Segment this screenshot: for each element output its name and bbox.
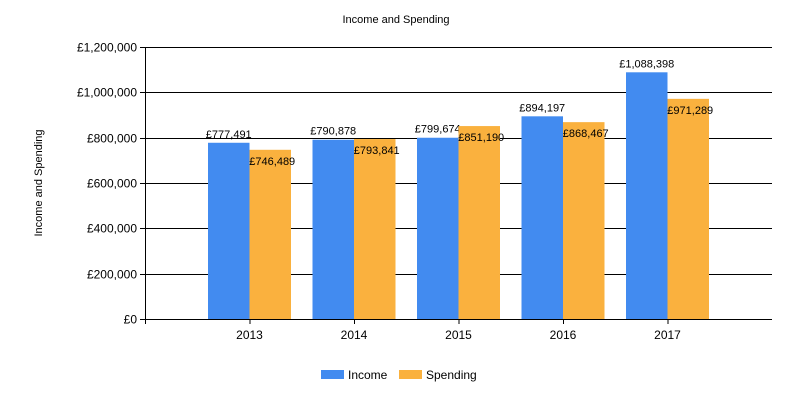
x-tick-label: 2015 (445, 328, 472, 342)
data-label-spending: £868,467 (563, 128, 609, 140)
data-label-income: £777,491 (206, 129, 252, 141)
x-tick-label: 2014 (341, 328, 368, 342)
data-label-spending: £746,489 (249, 156, 295, 168)
y-tick-label: £400,000 (87, 222, 137, 236)
bar-income (417, 137, 459, 319)
data-label-spending: £793,841 (354, 145, 400, 157)
data-label-income: £894,197 (519, 102, 565, 114)
bar-income (521, 116, 563, 320)
data-label-income: £799,674 (415, 124, 461, 136)
bar-spending (458, 126, 500, 319)
x-tick-label: 2016 (550, 328, 577, 342)
x-tick-label: 2013 (236, 328, 263, 342)
bar-income (312, 139, 354, 319)
y-tick-label: £200,000 (87, 268, 137, 282)
y-axis-title: Income and Spending (33, 129, 45, 236)
legend-label-income: Income (348, 368, 388, 382)
x-tick-label: 2017 (654, 328, 681, 342)
legend-swatch-spending (399, 370, 422, 379)
bar-income (208, 142, 250, 319)
y-tick-label: £800,000 (87, 132, 137, 146)
bar-spending (563, 122, 605, 319)
legend-swatch-income (321, 370, 344, 379)
plot-area: £0 £200,000 £400,000 £600,000 £800,000 £1,000… (77, 41, 772, 342)
y-tick-label: £0 (124, 313, 138, 327)
bar-spending (249, 149, 291, 319)
data-label-income: £1,088,398 (619, 58, 674, 70)
legend-label-spending: Spending (426, 368, 477, 382)
data-label-spending: £971,289 (667, 105, 713, 117)
data-label-spending: £851,190 (458, 132, 504, 144)
y-tick-label: £1,000,000 (77, 86, 137, 100)
legend: Income Spending (321, 368, 477, 382)
data-label-income: £790,878 (310, 126, 356, 138)
bar-spending (667, 98, 709, 320)
y-tick-label: £600,000 (87, 177, 137, 191)
bar-income (626, 72, 668, 320)
y-tick-label: £1,200,000 (77, 41, 137, 55)
bar-spending (354, 139, 396, 319)
chart-title: Income and Spending (342, 14, 449, 26)
